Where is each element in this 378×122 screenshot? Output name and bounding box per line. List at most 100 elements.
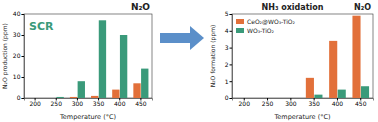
bar <box>141 69 148 98</box>
bar <box>91 96 98 98</box>
x-tick-label: 350 <box>93 100 105 107</box>
x-axis-title: Temperature (°C) <box>273 113 330 121</box>
x-axis-line <box>25 99 153 101</box>
y-tick-mark <box>230 98 233 99</box>
legend-swatch <box>236 19 244 24</box>
bar <box>361 86 369 98</box>
y-tick: 40 <box>13 10 24 17</box>
x-axis: 200 250 300 350 400 450 <box>25 98 153 107</box>
x-tick: 450 <box>355 98 367 107</box>
title: N₂O <box>131 2 150 12</box>
y-tick-mark <box>230 48 233 49</box>
y-tick-label: 10 <box>13 73 21 80</box>
bar <box>133 83 140 98</box>
x-tick-label: 350 <box>308 100 320 107</box>
y-tick-label: 0 <box>17 94 21 101</box>
x-tick-label: 200 <box>239 100 251 107</box>
y-tick: 0 <box>225 94 232 101</box>
y-tick-mark <box>22 77 25 78</box>
y-tick: 5 <box>225 10 232 17</box>
y-tick: 0 <box>17 94 24 101</box>
bar <box>78 81 85 98</box>
figure: 010203040200250300350400450Temperature (… <box>0 0 378 122</box>
y-tick-label: 2 <box>225 61 229 68</box>
x-tick-label: 400 <box>114 100 126 107</box>
y-tick: 4 <box>225 27 232 34</box>
chart: 0 10 20 30 40 200 250 300 350 400 450 Temperature (… <box>1 2 153 121</box>
y-axis-title: N₂O production (ppm) <box>1 23 9 89</box>
y-tick-label: 0 <box>225 94 229 101</box>
bar <box>259 98 267 99</box>
y-tick-label: 1 <box>225 78 229 85</box>
x-tick: 350 <box>93 98 105 107</box>
x-tick: 350 <box>308 98 320 107</box>
title: NH₃ oxidation <box>262 3 324 12</box>
y-tick-label: 5 <box>225 10 229 17</box>
y-tick: 2 <box>225 61 232 68</box>
bars <box>306 16 369 98</box>
arrow <box>160 26 204 50</box>
x-axis-line <box>233 99 374 101</box>
y-tick: 10 <box>13 73 24 80</box>
x-tick-label: 250 <box>262 100 274 107</box>
y-tick-label: 4 <box>225 27 229 34</box>
bar <box>306 78 314 98</box>
bar <box>352 16 360 98</box>
x-tick-label: 450 <box>135 100 147 107</box>
plot-frame <box>24 14 152 98</box>
x-axis-title: Temperature (°C) <box>59 113 116 121</box>
x-tick: 300 <box>285 98 297 107</box>
y-axis-title: N₂O formation (ppm) <box>209 25 217 88</box>
y-axis-line <box>22 15 25 99</box>
legend-swatch <box>236 28 244 33</box>
y-tick-mark <box>230 14 233 15</box>
bar <box>99 20 106 98</box>
bar <box>35 98 42 99</box>
x-tick-label: 400 <box>332 100 344 107</box>
bar <box>236 98 244 99</box>
bar <box>268 98 276 99</box>
arrow-head <box>190 26 204 50</box>
x-tick: 400 <box>332 98 344 107</box>
legend-item: CeO₂@WO₃-TiO₂ <box>236 18 296 26</box>
y-axis: 0 10 20 30 40 <box>13 10 25 101</box>
y-tick: 30 <box>13 31 24 38</box>
y-tick-label: 40 <box>13 10 21 17</box>
bar <box>244 98 252 99</box>
x-axis: 200 250 300 350 400 450 <box>233 98 374 107</box>
arrow-body <box>160 33 190 43</box>
annotation: N₂O <box>354 3 371 12</box>
x-tick: 200 <box>29 98 41 107</box>
y-tick-mark <box>22 14 25 15</box>
bar <box>291 98 299 99</box>
y-tick: 20 <box>13 52 24 59</box>
y-tick-mark <box>22 98 25 99</box>
y-axis: 0 1 2 3 4 5 <box>225 10 233 101</box>
bar <box>314 95 322 98</box>
bar <box>283 98 291 99</box>
x-tick: 450 <box>135 98 147 107</box>
plot-frame <box>232 14 373 98</box>
x-tick-label: 250 <box>51 100 63 107</box>
bar <box>329 41 337 98</box>
y-tick-mark <box>230 31 233 32</box>
y-tick-label: 20 <box>13 52 21 59</box>
y-axis-line <box>230 15 233 99</box>
bar <box>338 90 346 98</box>
y-tick-mark <box>230 81 233 82</box>
x-tick-label: 300 <box>72 100 84 107</box>
y-tick: 1 <box>225 78 232 85</box>
legend-label: WO₃-TiO₂ <box>247 27 275 34</box>
y-tick-mark <box>22 35 25 36</box>
bars <box>56 20 148 98</box>
bar <box>28 98 35 99</box>
chart: 0 1 2 3 4 5 200 250 300 350 400 450 Temperature (°C)… <box>209 3 374 121</box>
bar <box>70 97 77 98</box>
x-tick: 250 <box>51 98 63 107</box>
legend-item: WO₃-TiO₂ <box>236 27 275 34</box>
legend: CeO₂@WO₃-TiO₂WO₃-TiO₂ <box>236 18 296 34</box>
bar <box>120 35 127 98</box>
y-tick: 3 <box>225 44 232 51</box>
y-tick-label: 3 <box>225 44 229 51</box>
bar <box>49 98 56 99</box>
